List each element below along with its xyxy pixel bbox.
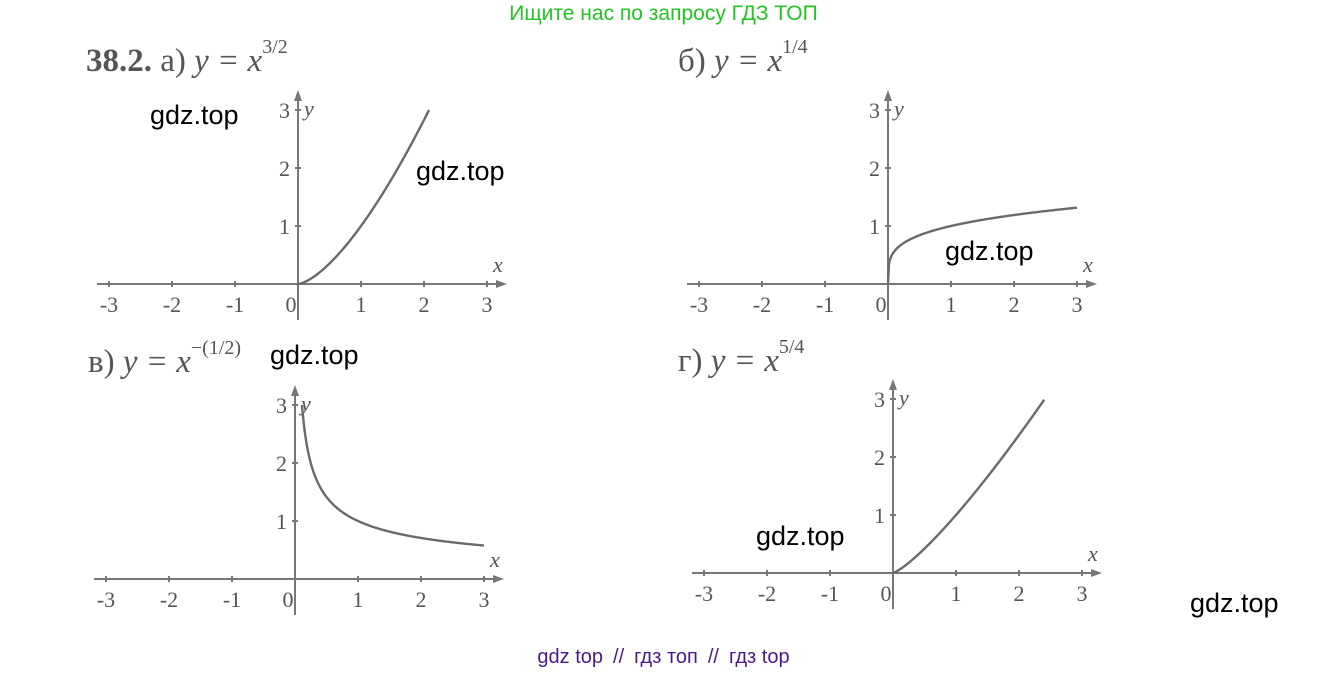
- x-axis-label: x: [492, 252, 503, 277]
- y-tick-label: 2: [276, 451, 287, 476]
- x-tick-label: -1: [223, 587, 241, 612]
- watermark: gdz.top: [416, 156, 505, 186]
- y-tick-label: 3: [874, 387, 885, 412]
- graph-function: y = x: [122, 344, 191, 380]
- function-curve: [300, 404, 485, 547]
- x-tick-label: 3: [1072, 292, 1083, 317]
- y-axis-label: y: [299, 391, 311, 416]
- graph-title-a: 38.2. а) y = x3/2: [86, 36, 288, 80]
- y-tick-label: 1: [874, 503, 885, 528]
- x-tick-label: 2: [1014, 581, 1025, 606]
- footer-separator: //: [613, 646, 625, 668]
- x-tick-label: -1: [821, 581, 839, 606]
- watermark: gdz.top: [756, 521, 845, 551]
- graph-letter: а): [160, 43, 186, 79]
- graph-function: y = x: [194, 43, 263, 79]
- footer-links: gdz top // гдз топ // гдз top: [0, 646, 1327, 669]
- watermark: gdz.top: [270, 340, 359, 370]
- x-tick-label: -1: [816, 292, 834, 317]
- x-tick-label: -2: [758, 581, 776, 606]
- y-tick-label: 1: [279, 214, 290, 239]
- y-tick-label: 3: [276, 393, 287, 418]
- y-tick-label: 1: [276, 509, 287, 534]
- y-tick-label: 3: [279, 98, 290, 123]
- watermark: gdz.top: [150, 100, 239, 130]
- x-axis-arrow: [493, 575, 504, 583]
- x-axis-arrow: [1086, 280, 1097, 288]
- x-tick-label: 2: [416, 587, 427, 612]
- x-tick-label: 1: [946, 292, 957, 317]
- footer-link[interactable]: гдз top: [728, 646, 790, 668]
- graph-function: y = x: [710, 343, 779, 379]
- x-axis-label: x: [489, 547, 500, 572]
- graph-exponent: −(1/2): [190, 337, 242, 359]
- search-banner: Ищите нас по запросу ГДЗ ТОП: [509, 2, 818, 25]
- x-axis-arrow: [496, 280, 507, 288]
- y-tick-label: 2: [874, 445, 885, 470]
- function-curve: [886, 206, 1078, 285]
- graph-exponent: 5/4: [778, 336, 805, 358]
- x-tick-label: 0: [286, 292, 297, 317]
- x-tick-label: 1: [356, 292, 367, 317]
- footer-link[interactable]: gdz top: [537, 646, 604, 668]
- x-tick-label: 2: [419, 292, 430, 317]
- graph-function: y = x: [714, 43, 783, 79]
- problem-number: 38.2.: [86, 43, 152, 79]
- graph-letter: б): [678, 43, 706, 79]
- y-tick-label: 2: [279, 156, 290, 181]
- graph-letter: в): [88, 344, 115, 380]
- y-axis-label: y: [897, 385, 909, 410]
- graph-exponent: 3/2: [262, 36, 288, 58]
- y-axis-arrow: [294, 90, 302, 101]
- y-tick-label: 3: [869, 98, 880, 123]
- y-axis-arrow: [291, 385, 299, 396]
- graph-exponent: 1/4: [782, 36, 808, 58]
- footer-separator: //: [707, 646, 719, 668]
- graph-title-g: г) y = x5/4: [678, 336, 804, 380]
- x-tick-label: 1: [353, 587, 364, 612]
- x-tick-label: -3: [100, 292, 118, 317]
- y-tick-label: 1: [869, 214, 880, 239]
- graph-title-v: в) y = x−(1/2): [88, 337, 241, 381]
- x-tick-label: -1: [226, 292, 244, 317]
- x-tick-label: -3: [695, 581, 713, 606]
- watermark: gdz.top: [1190, 588, 1279, 618]
- y-axis-arrow: [884, 90, 892, 101]
- x-tick-label: -2: [160, 587, 178, 612]
- y-axis-label: y: [302, 96, 314, 121]
- function-curve: [892, 399, 1046, 575]
- y-tick-label: 2: [869, 156, 880, 181]
- x-tick-label: 0: [876, 292, 887, 317]
- x-tick-label: -3: [690, 292, 708, 317]
- x-tick-label: 1: [951, 581, 962, 606]
- x-axis-arrow: [1091, 569, 1102, 577]
- footer-link[interactable]: гдз топ: [634, 646, 698, 668]
- graph-letter: г): [678, 343, 703, 379]
- x-tick-label: 3: [482, 292, 493, 317]
- graph-title-b: б) y = x1/4: [678, 36, 808, 80]
- x-tick-label: 3: [479, 587, 490, 612]
- x-tick-label: 2: [1009, 292, 1020, 317]
- x-tick-label: 3: [1077, 581, 1088, 606]
- x-tick-label: 0: [881, 581, 892, 606]
- x-axis-label: x: [1087, 541, 1098, 566]
- x-tick-label: -2: [753, 292, 771, 317]
- y-axis-label: y: [892, 96, 904, 121]
- x-tick-label: -3: [97, 587, 115, 612]
- x-tick-label: 0: [283, 587, 294, 612]
- x-tick-label: -2: [163, 292, 181, 317]
- x-axis-label: x: [1082, 252, 1093, 277]
- function-curve: [297, 109, 431, 286]
- watermark: gdz.top: [945, 236, 1034, 266]
- y-axis-arrow: [889, 379, 897, 390]
